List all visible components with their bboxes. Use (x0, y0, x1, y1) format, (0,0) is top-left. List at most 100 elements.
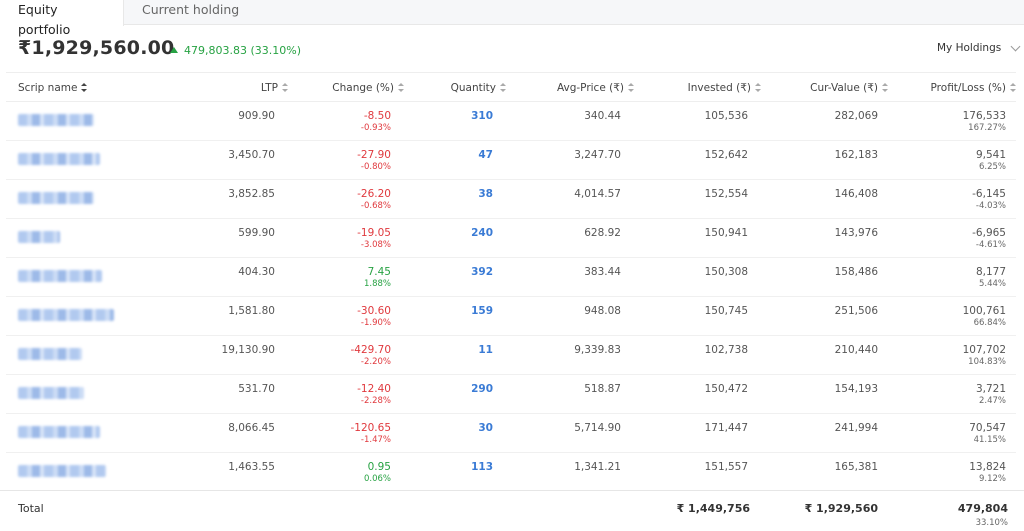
portfolio-gain: 479,803.83 (33.10%) (170, 44, 301, 57)
cell-ltp: 909.90 (238, 110, 275, 122)
header-profit-loss[interactable]: Profit/Loss (%) (931, 82, 1016, 94)
cell-quantity[interactable]: 113 (471, 461, 493, 473)
cell-cur-value: 162,183 (834, 149, 878, 161)
table-row[interactable]: 1,581.80 -30.60 -1.90% 159 948.08 150,745 251,… (6, 297, 1016, 336)
header-ltp[interactable]: LTP (261, 82, 288, 94)
cell-avg-price: 383.44 (584, 266, 621, 278)
cell-profit-loss-pct: -4.61% (975, 240, 1006, 250)
cell-change: -19.05 (357, 227, 391, 239)
cell-quantity[interactable]: 159 (471, 305, 493, 317)
table-row[interactable]: 909.90 -8.50 -0.93% 310 340.44 105,536 282,069… (6, 102, 1016, 141)
cell-profit-loss: 3,721 (975, 383, 1006, 395)
cell-invested: 150,745 (704, 305, 748, 317)
cell-change-pct: -0.80% (360, 162, 391, 172)
cell-profit-loss: 13,824 (969, 461, 1006, 473)
table-row[interactable]: 1,463.55 0.95 0.06% 113 1,341.21 151,557 165,3… (6, 453, 1016, 492)
cell-cur-value: 210,440 (834, 344, 878, 356)
cell-profit-loss: 9,541 (975, 149, 1006, 161)
cell-invested: 150,308 (704, 266, 748, 278)
tab-equity-portfolio[interactable]: Equity portfolio (0, 0, 124, 37)
cell-change: -30.60 (357, 305, 391, 317)
portfolio-gain-value: 479,803.83 (33.10%) (184, 44, 302, 57)
cell-cur-value: 251,506 (834, 305, 878, 317)
header-invested[interactable]: Invested (₹) (688, 82, 761, 94)
cell-profit-loss-pct: 66.84% (973, 318, 1006, 328)
up-arrow-icon (170, 47, 178, 53)
scrip-name-redacted[interactable] (18, 231, 60, 243)
cell-cur-value: 154,193 (834, 383, 878, 395)
cell-quantity[interactable]: 240 (471, 227, 493, 239)
cell-avg-price: 628.92 (584, 227, 621, 239)
cell-invested: 171,447 (704, 422, 748, 434)
table-row[interactable]: 599.90 -19.05 -3.08% 240 628.92 150,941 143,97… (6, 219, 1016, 258)
cell-avg-price: 1,341.21 (574, 461, 621, 473)
cell-quantity[interactable]: 30 (478, 422, 493, 434)
cell-quantity[interactable]: 11 (478, 344, 493, 356)
cell-cur-value: 146,408 (834, 188, 878, 200)
cell-change-pct: -1.47% (360, 435, 391, 445)
cell-avg-price: 948.08 (584, 305, 621, 317)
scrip-name-redacted[interactable] (18, 465, 106, 477)
cell-cur-value: 143,976 (834, 227, 878, 239)
header-cur-value[interactable]: Cur-Value (₹) (810, 82, 888, 94)
cell-invested: 102,738 (704, 344, 748, 356)
table-row[interactable]: 8,066.45 -120.65 -1.47% 30 5,714.90 171,447 24… (6, 414, 1016, 453)
cell-quantity[interactable]: 38 (478, 188, 493, 200)
chevron-down-icon[interactable] (1010, 41, 1021, 52)
scrip-name-redacted[interactable] (18, 270, 102, 282)
scrip-name-redacted[interactable] (18, 426, 100, 438)
scrip-name-redacted[interactable] (18, 153, 100, 165)
scrip-name-redacted[interactable] (18, 348, 82, 360)
tab-bar: Equity portfolio Current holding (0, 0, 1024, 37)
sort-icon[interactable] (882, 83, 888, 92)
cell-quantity[interactable]: 392 (471, 266, 493, 278)
sort-icon[interactable] (500, 83, 506, 92)
cell-change-pct: 1.88% (363, 279, 391, 289)
sort-icon[interactable] (81, 83, 88, 92)
table-header: Scrip name LTP Change (%) Quantity Avg-P… (6, 72, 1016, 102)
cell-change-pct: -1.90% (360, 318, 391, 328)
cell-ltp: 531.70 (238, 383, 275, 395)
cell-cur-value: 241,994 (834, 422, 878, 434)
totals-profit-loss: 479,804 (957, 502, 1008, 515)
sort-icon[interactable] (628, 83, 634, 92)
table-row[interactable]: 404.30 7.45 1.88% 392 383.44 150,308 158,486 8,… (6, 258, 1016, 297)
header-avg-price[interactable]: Avg-Price (₹) (557, 82, 634, 94)
sort-icon[interactable] (398, 83, 404, 92)
header-change[interactable]: Change (%) (332, 82, 404, 94)
header-label: Change (%) (332, 82, 394, 94)
cell-quantity[interactable]: 47 (478, 149, 493, 161)
sort-icon[interactable] (282, 83, 288, 92)
cell-profit-loss: 176,533 (962, 110, 1006, 122)
cell-cur-value: 165,381 (834, 461, 878, 473)
table-row[interactable]: 3,450.70 -27.90 -0.80% 47 3,247.70 152,642 162… (6, 141, 1016, 180)
cell-profit-loss-pct: -4.03% (975, 201, 1006, 211)
scrip-name-redacted[interactable] (18, 387, 84, 399)
header-quantity[interactable]: Quantity (451, 82, 506, 94)
scrip-name-redacted[interactable] (18, 114, 94, 126)
cell-avg-price: 518.87 (584, 383, 621, 395)
sort-icon[interactable] (1010, 83, 1016, 92)
scrip-name-redacted[interactable] (18, 192, 94, 204)
holdings-dropdown[interactable]: My Holdings (937, 42, 1002, 54)
cell-quantity[interactable]: 310 (471, 110, 493, 122)
header-scrip-name[interactable]: Scrip name (18, 82, 88, 94)
cell-change: 0.95 (367, 461, 391, 473)
cell-invested: 152,554 (704, 188, 748, 200)
tab-current-holding[interactable]: Current holding (142, 2, 240, 17)
cell-ltp: 1,581.80 (228, 305, 275, 317)
header-label: LTP (260, 82, 278, 94)
cell-change-pct: -3.08% (360, 240, 391, 250)
cell-change: -12.40 (357, 383, 391, 395)
cell-quantity[interactable]: 290 (471, 383, 493, 395)
cell-invested: 151,557 (704, 461, 748, 473)
header-label: Quantity (450, 82, 496, 94)
header-label: Scrip name (18, 82, 78, 94)
cell-invested: 150,941 (704, 227, 748, 239)
table-row[interactable]: 19,130.90 -429.70 -2.20% 11 9,339.83 102,738 2… (6, 336, 1016, 375)
scrip-name-redacted[interactable] (18, 309, 114, 321)
table-row[interactable]: 531.70 -12.40 -2.28% 290 518.87 150,472 154,19… (6, 375, 1016, 414)
sort-icon[interactable] (755, 83, 761, 92)
cell-profit-loss-pct: 2.47% (978, 396, 1006, 406)
table-row[interactable]: 3,852.85 -26.20 -0.68% 38 4,014.57 152,554 146… (6, 180, 1016, 219)
